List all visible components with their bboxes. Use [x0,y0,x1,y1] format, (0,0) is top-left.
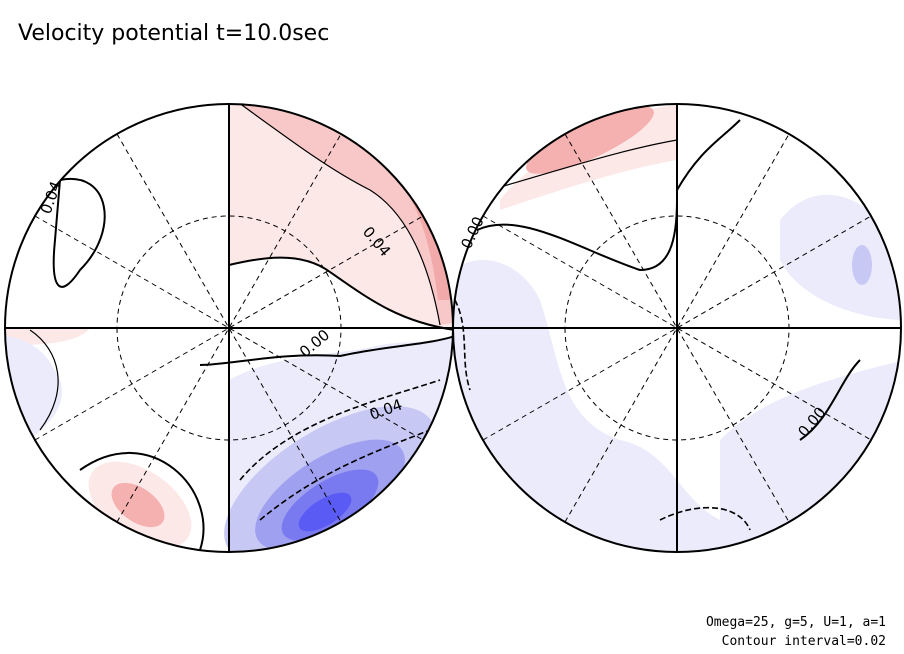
contour-shape [526,106,654,174]
right-hemisphere [453,104,901,552]
footer-contour-interval: Contour interval=0.02 [722,634,886,649]
contour-shape [79,451,205,551]
contour-shape [720,360,901,552]
contour-shape [234,104,441,326]
contour-shape [229,104,453,330]
contour-shape [29,329,59,431]
contour-shape [111,482,165,528]
contour-shape [780,194,901,320]
contour-shape [799,359,861,441]
contour-label: 0.00 [457,214,487,252]
contour-shape [453,260,740,552]
contour-shape [259,429,431,521]
footer-parameters: Omega=25, g=5, U=1, a=1 [706,615,886,630]
contour-shape [454,299,471,391]
contour-label: 0.04 [37,179,65,217]
contour-shape [5,335,62,445]
contour-shape [298,492,352,532]
contour-shape [228,256,453,331]
contour-shape [476,199,678,272]
contour-shape [852,245,872,285]
contour-shape [489,139,678,191]
contour-shape [659,506,751,531]
contour-shape [52,177,106,288]
title: Velocity potential t=10.0sec [18,21,329,46]
contour-shape [199,334,453,366]
contour-shape [239,379,441,481]
contour-shape [676,119,741,191]
